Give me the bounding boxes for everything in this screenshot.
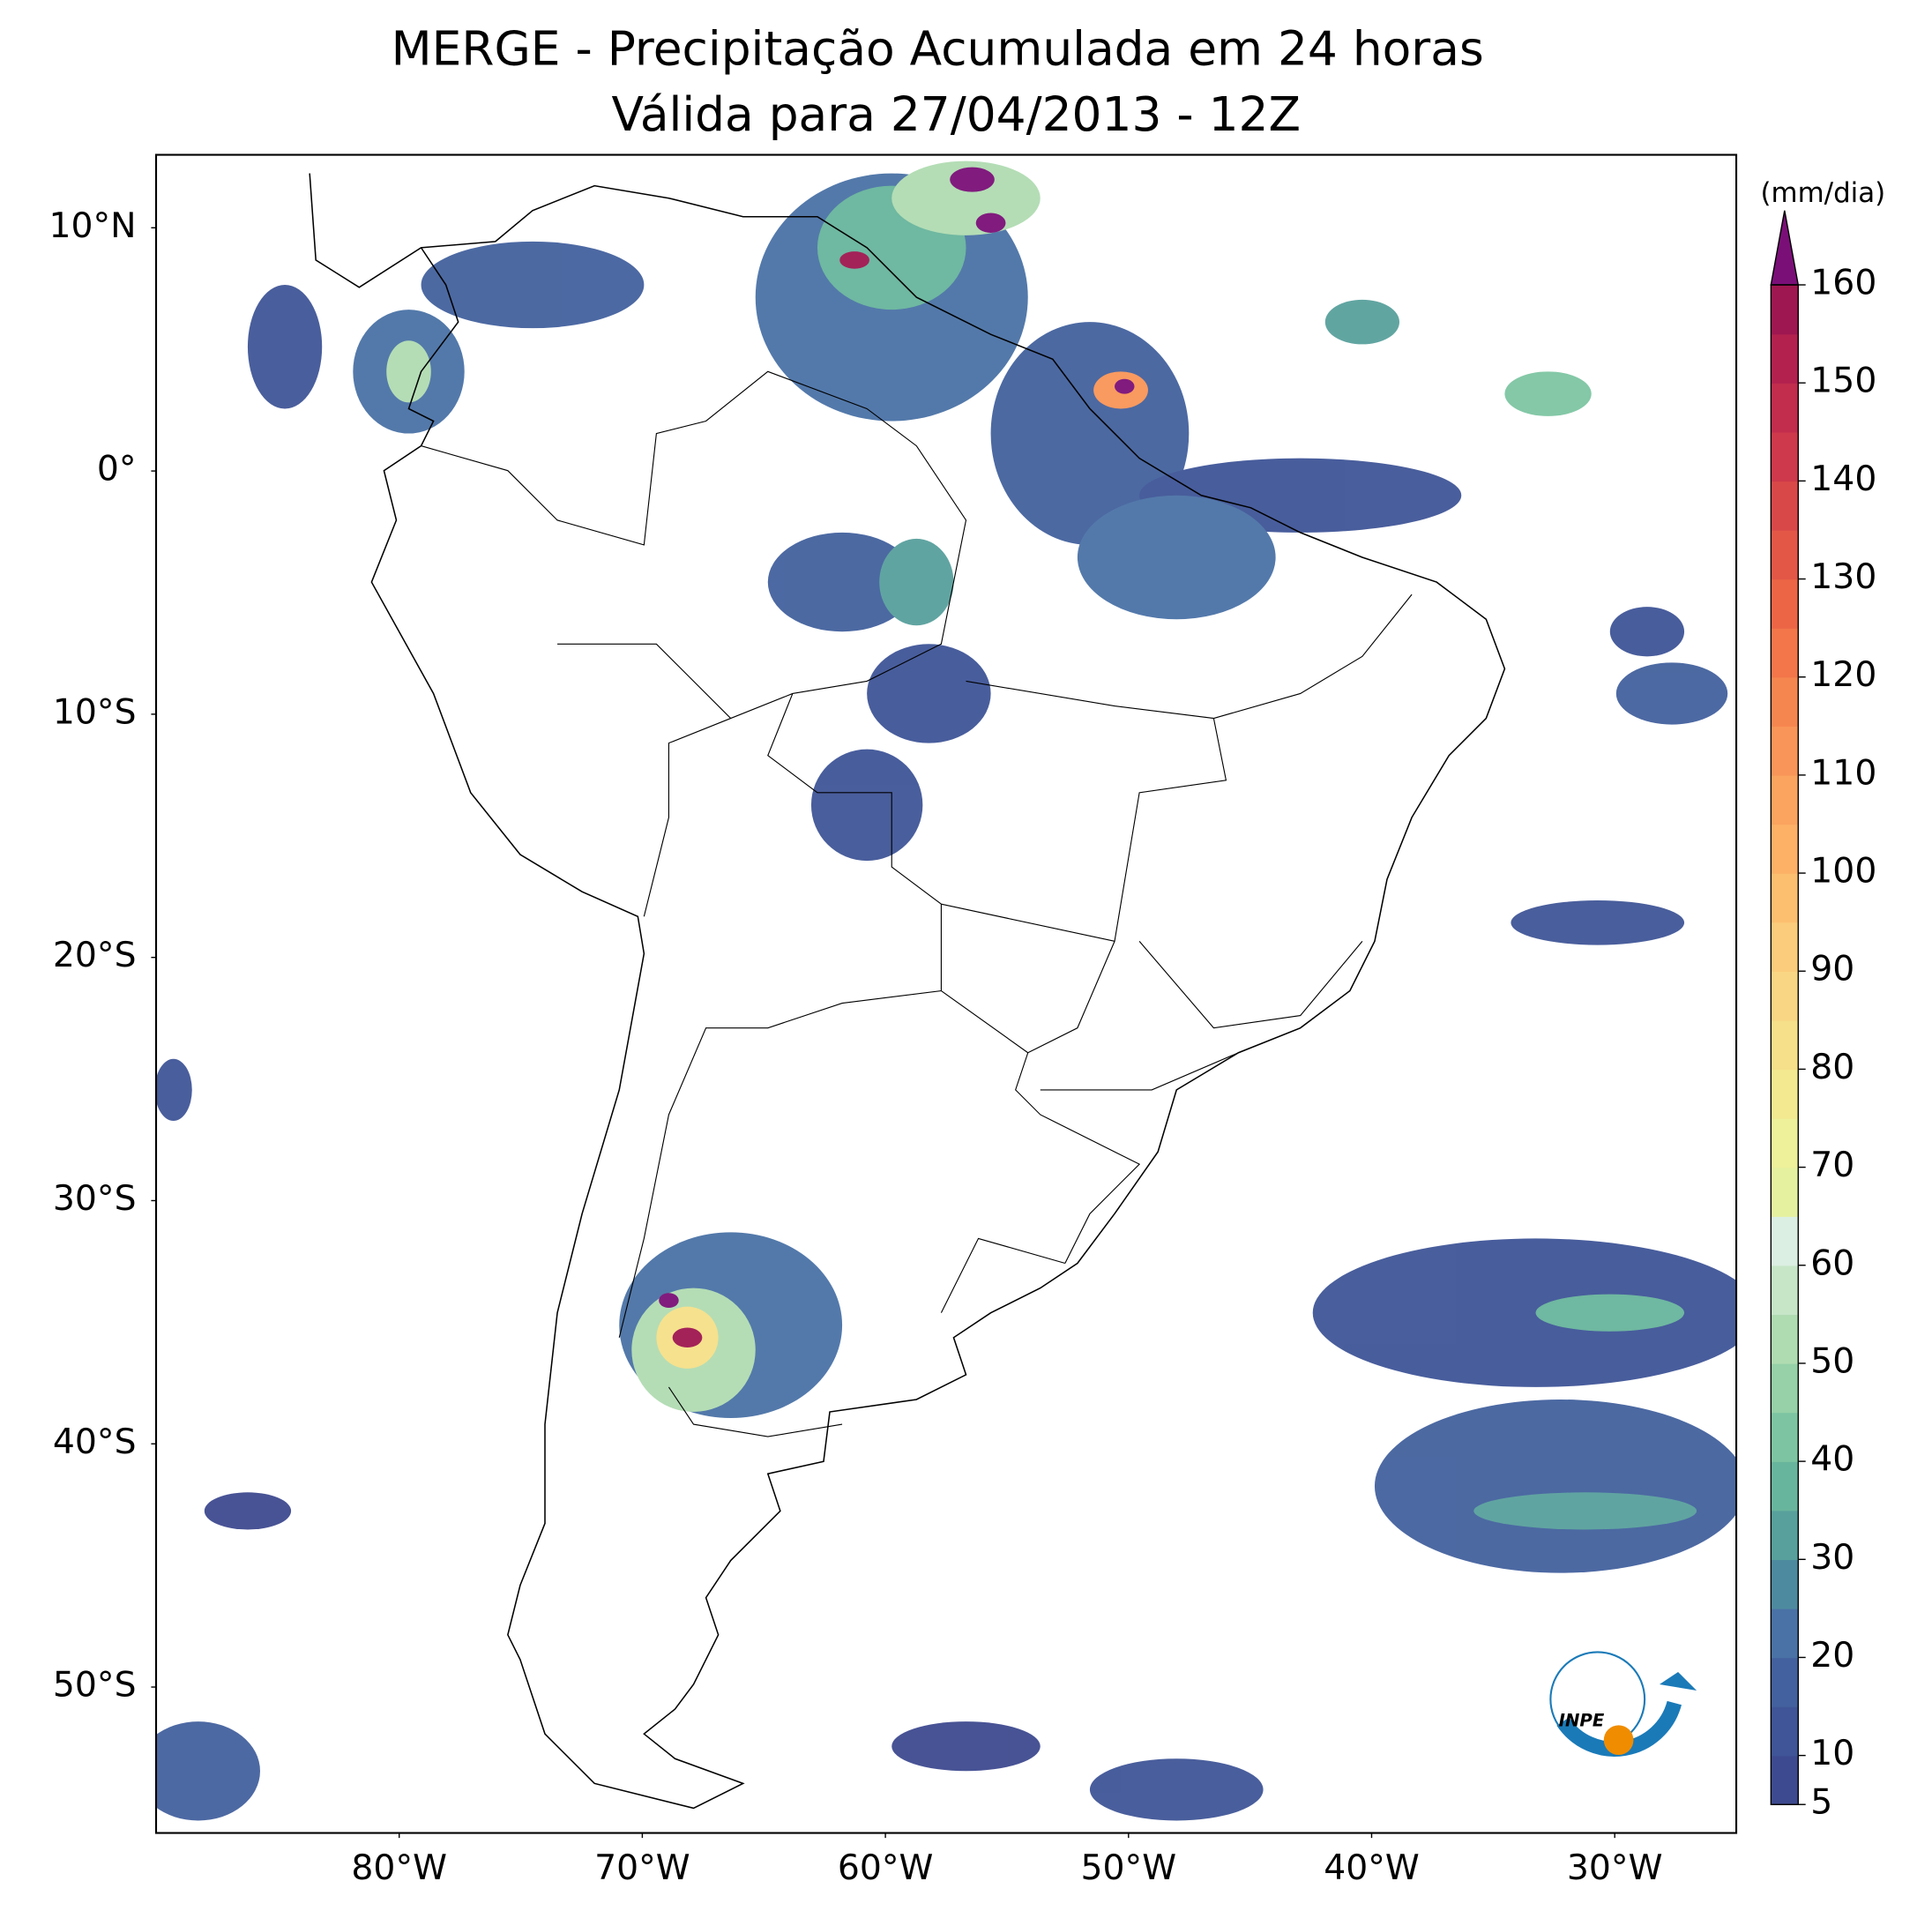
colorbar-band (1771, 1314, 1799, 1364)
colorbar-band (1771, 579, 1799, 629)
colorbar-band (1771, 1461, 1799, 1512)
x-tick-label: 70°W (594, 1848, 690, 1888)
colorbar-band (1771, 333, 1799, 384)
colorbar-tick-label: 90 (1810, 950, 1854, 989)
colorbar-band (1771, 726, 1799, 776)
x-tick-label: 30°W (1567, 1848, 1663, 1888)
x-tick-label: 80°W (351, 1848, 447, 1888)
colorbar-tick-label: 50 (1810, 1341, 1854, 1381)
colorbar-band (1771, 971, 1799, 1021)
inpe-logo: INPE (1549, 1651, 1697, 1757)
colorbar-band (1771, 1117, 1799, 1168)
colorbar-band (1771, 431, 1799, 482)
map-frame (154, 153, 1738, 1834)
colorbar-band (1771, 774, 1799, 825)
precipitation (156, 160, 1737, 1821)
colorbar-tick-label: 30 (1810, 1538, 1854, 1578)
x-tick-label: 60°W (838, 1848, 934, 1888)
colorbar-band (1771, 1559, 1799, 1609)
colorbar-band (1771, 922, 1799, 972)
colorbar-tick-label: 100 (1810, 852, 1876, 892)
x-tick-label: 50°W (1081, 1848, 1177, 1888)
colorbar-band (1771, 529, 1799, 580)
colorbar-tick-label: 5 (1810, 1783, 1832, 1823)
colorbar-tick-label: 10 (1810, 1734, 1854, 1773)
colorbar-tick-label: 150 (1810, 362, 1876, 401)
colorbar-band (1771, 1657, 1799, 1707)
country-borders (421, 370, 1413, 1437)
colorbar-band (1771, 1216, 1799, 1266)
y-tick-label: 40°S (53, 1422, 137, 1462)
colorbar-label: (mm/dia) (1760, 177, 1885, 209)
colorbar-band (1771, 824, 1799, 874)
colorbar-band (1771, 628, 1799, 678)
y-tick-label: 0° (97, 450, 137, 489)
colorbar-band (1771, 1069, 1799, 1119)
colorbar-band (1771, 481, 1799, 531)
colorbar-band (1771, 1412, 1799, 1462)
y-tick-label: 10°S (53, 692, 137, 732)
colorbar-tick-label: 140 (1810, 459, 1876, 499)
colorbar-frame (1770, 284, 1799, 1805)
colorbar-band (1771, 873, 1799, 923)
colorbar-tick-label: 110 (1810, 753, 1876, 793)
y-tick-label: 50°S (53, 1666, 137, 1706)
map-area (156, 160, 1737, 1821)
colorbar-band (1771, 1019, 1799, 1071)
colorbar-tick-label: 40 (1810, 1440, 1854, 1480)
coastline (309, 173, 1506, 1810)
x-tick-label: 40°W (1324, 1848, 1420, 1888)
colorbar-band (1771, 1608, 1799, 1659)
colorbar-tick-label: 70 (1810, 1146, 1854, 1185)
y-tick-label: 20°S (53, 936, 137, 975)
subtitle: Válida para 27/04/2013 - 12Z (611, 86, 1301, 142)
y-tick-label: 10°N (48, 206, 136, 246)
colorbar-tick-label: 60 (1810, 1243, 1854, 1283)
logo-text: INPE (1559, 1711, 1605, 1731)
colorbar-tick-label: 160 (1810, 264, 1876, 303)
colorbar-band (1771, 1755, 1799, 1805)
colorbar-band (1771, 1265, 1799, 1316)
colorbar-band (1771, 676, 1799, 728)
colorbar-band (1771, 1706, 1799, 1757)
colorbar-band (1771, 1167, 1799, 1217)
colorbar-tick-label: 130 (1810, 557, 1876, 597)
y-tick-label: 30°S (53, 1179, 137, 1219)
colorbar-tick-label: 20 (1810, 1636, 1854, 1676)
colorbar-band (1771, 1510, 1799, 1560)
colorbar-tick-label: 120 (1810, 655, 1876, 695)
colorbar-extend (1770, 210, 1800, 286)
colorbar-band (1771, 285, 1799, 335)
colorbar-band (1771, 383, 1799, 433)
title: MERGE - Precipitação Acumulada em 24 hor… (392, 21, 1484, 77)
colorbar-tick-label: 80 (1810, 1048, 1854, 1087)
colorbar-band (1771, 1362, 1799, 1414)
